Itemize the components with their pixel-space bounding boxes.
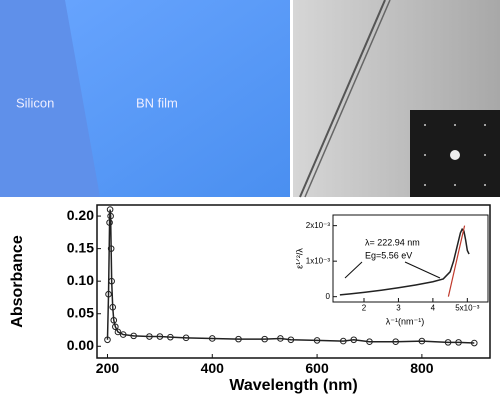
y-tick-label: 2x10⁻³ [306, 221, 331, 230]
data-point [287, 336, 295, 344]
data-point [106, 219, 113, 226]
x-tick-label: 3 [396, 304, 401, 313]
y-tick-label: 0.15 [67, 239, 94, 255]
y-tick-label: 1x10⁻³ [306, 256, 331, 265]
data-point [114, 328, 122, 336]
data-point [455, 339, 462, 346]
data-point [167, 333, 174, 341]
y-tick-label: 0.00 [67, 337, 94, 353]
data-point [182, 334, 190, 342]
charts: 200 400 600 800 0.00 0.05 0.10 0.15 0.20 Waveleng… [9, 204, 491, 394]
data-point [119, 331, 127, 338]
data-line [106, 209, 475, 344]
x-tick-label: 4 [431, 304, 436, 313]
x-tick-label: 200 [96, 360, 120, 376]
photo-label: Silicon [16, 95, 54, 110]
x-tick-label: 600 [305, 360, 329, 376]
optical-photo: Silicon BN film [0, 0, 290, 197]
data-point [108, 277, 115, 285]
data-point [366, 338, 373, 346]
data-point [339, 337, 347, 345]
y-tick-label: 0.10 [67, 272, 94, 288]
annotation: Eg=5.56 eV [365, 250, 412, 260]
annotation-arrow [344, 261, 363, 279]
y-axis-label: ε¹ᐟ²/λ [294, 248, 304, 269]
x-axis-label: Wavelength (nm) [229, 377, 357, 394]
data-line [447, 225, 466, 297]
y-tick-label: 0 [326, 292, 331, 301]
data-point [350, 336, 358, 344]
data-point [105, 290, 112, 298]
data-point [146, 333, 153, 340]
data-point [261, 335, 268, 343]
data-point [106, 206, 114, 213]
data-point [107, 245, 115, 252]
data-point [444, 339, 452, 346]
data-point [277, 335, 284, 342]
data-point [418, 337, 426, 345]
data-point [392, 338, 399, 346]
annotation: λ= 222.94 nm [365, 237, 420, 247]
y-tick-label: 0.20 [67, 207, 94, 223]
data-point [104, 336, 111, 344]
data-point [107, 212, 114, 220]
x-tick-label: 2 [362, 304, 367, 313]
x-tick-label: 800 [410, 360, 434, 376]
data-point [313, 337, 321, 344]
data-line [339, 227, 470, 296]
data-point [110, 316, 118, 324]
photo-label: BN film [136, 95, 178, 110]
x-tick-label: 5x10⁻³ [455, 304, 480, 313]
data-point [235, 335, 242, 343]
data-point [130, 332, 137, 340]
data-point [109, 303, 117, 311]
x-axis-label: λ⁻¹(nm⁻¹) [386, 316, 425, 326]
data-point [112, 323, 119, 331]
data-point [156, 333, 164, 340]
y-axis-label: Absorbance [9, 235, 26, 328]
annotation-arrow [404, 261, 441, 279]
y-tick-label: 0.05 [67, 304, 94, 320]
data-point [470, 339, 478, 347]
x-tick-label: 400 [201, 360, 225, 376]
tem-image [293, 0, 500, 198]
data-point [208, 335, 216, 342]
